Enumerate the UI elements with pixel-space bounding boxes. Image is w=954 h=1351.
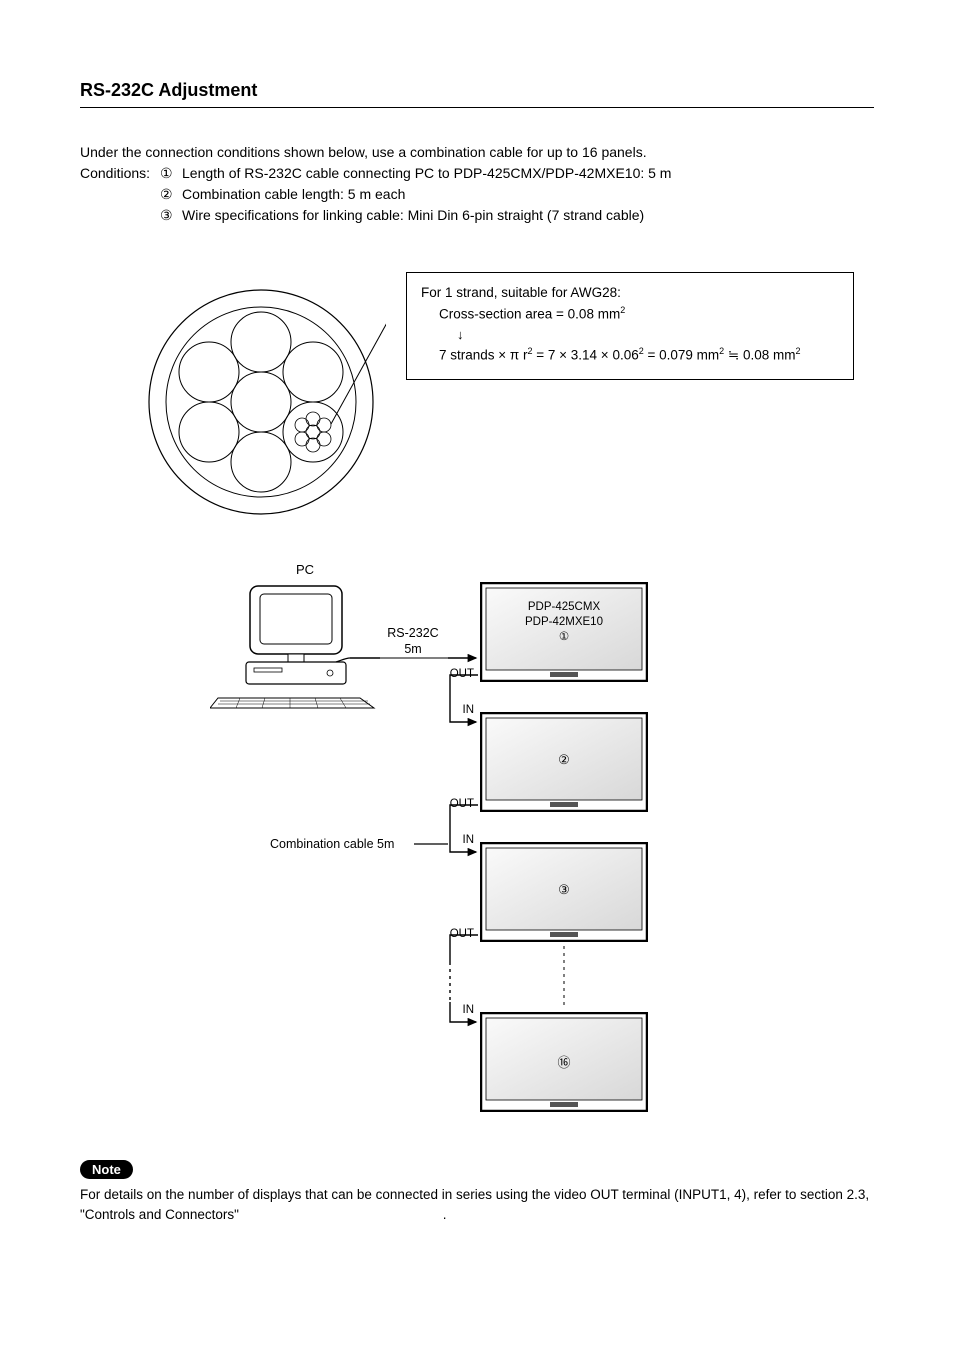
out-label-2: OUT	[440, 798, 474, 810]
panel3-num: ③	[480, 882, 648, 898]
calc-b: = 7 × 3.14 × 0.06	[533, 348, 639, 363]
cond-num-1: ①	[160, 163, 182, 184]
note-text: For details on the number of displays th…	[80, 1185, 874, 1226]
section-title: RS-232C Adjustment	[80, 80, 874, 108]
note-section: Note For details on the number of displa…	[80, 1160, 874, 1226]
callout-l2-pre: Cross-section area = 0.08 mm	[439, 306, 620, 321]
connection-diagram: PC RS-232C 5m	[80, 562, 874, 1142]
cond-num-2: ②	[160, 184, 182, 205]
calc-c: = 0.079 mm	[644, 348, 719, 363]
note-tail: .	[443, 1207, 447, 1222]
conditions-label: Conditions:	[80, 163, 160, 226]
panel16-num: ⑯	[480, 1052, 648, 1071]
callout-calc: 7 strands × π r2 = 7 × 3.14 × 0.062 = 0.…	[421, 345, 839, 366]
panel-16: ⑯	[480, 1012, 648, 1112]
callout-line2: Cross-section area = 0.08 mm2	[421, 304, 839, 325]
in-label-3: IN	[450, 834, 474, 846]
cond-num-3: ③	[160, 205, 182, 226]
panel-3: ③	[480, 842, 648, 942]
pc-label: PC	[296, 562, 314, 577]
rs232c-label: RS-232C	[383, 626, 443, 640]
callout-l2-sup: 2	[620, 305, 625, 315]
out-label-1: OUT	[440, 668, 474, 680]
panel-1: PDP-425CMX PDP-42MXE10 ①	[480, 582, 648, 682]
callout-box: For 1 strand, suitable for AWG28: Cross-…	[406, 272, 854, 380]
pc-icon	[210, 580, 380, 710]
combination-cable-label: Combination cable 5m	[270, 837, 394, 851]
panel1-model1: PDP-425CMX	[480, 600, 648, 615]
conditions-list: ① Length of RS-232C cable connecting PC …	[160, 163, 671, 226]
calc-d-sup: 2	[796, 346, 801, 356]
wiring-icon	[80, 562, 874, 1142]
cond-text-2: Combination cable length: 5 m each	[182, 184, 405, 205]
note-badge: Note	[80, 1160, 133, 1179]
panel2-num: ②	[480, 752, 648, 768]
panel1-num: ①	[480, 630, 648, 645]
calc-d: ≒ 0.08 mm	[724, 348, 795, 363]
cable-cross-section-icon	[146, 272, 386, 522]
note-body: For details on the number of displays th…	[80, 1187, 869, 1222]
intro-text: Under the connection conditions shown be…	[80, 142, 874, 163]
cond-text-1: Length of RS-232C cable connecting PC to…	[182, 163, 671, 184]
calc-a: 7 strands × π r	[439, 348, 527, 363]
in-label-16: IN	[450, 1004, 474, 1016]
in-label-2: IN	[450, 704, 474, 716]
panel1-model2: PDP-42MXE10	[480, 615, 648, 630]
down-arrow-icon: ↓	[421, 325, 839, 345]
panel-2: ②	[480, 712, 648, 812]
cond-text-3: Wire specifications for linking cable: M…	[182, 205, 644, 226]
cable-figure: For 1 strand, suitable for AWG28: Cross-…	[80, 272, 874, 552]
callout-line1: For 1 strand, suitable for AWG28:	[421, 283, 839, 304]
out-label-3: OUT	[440, 928, 474, 940]
rs232c-length: 5m	[383, 642, 443, 656]
